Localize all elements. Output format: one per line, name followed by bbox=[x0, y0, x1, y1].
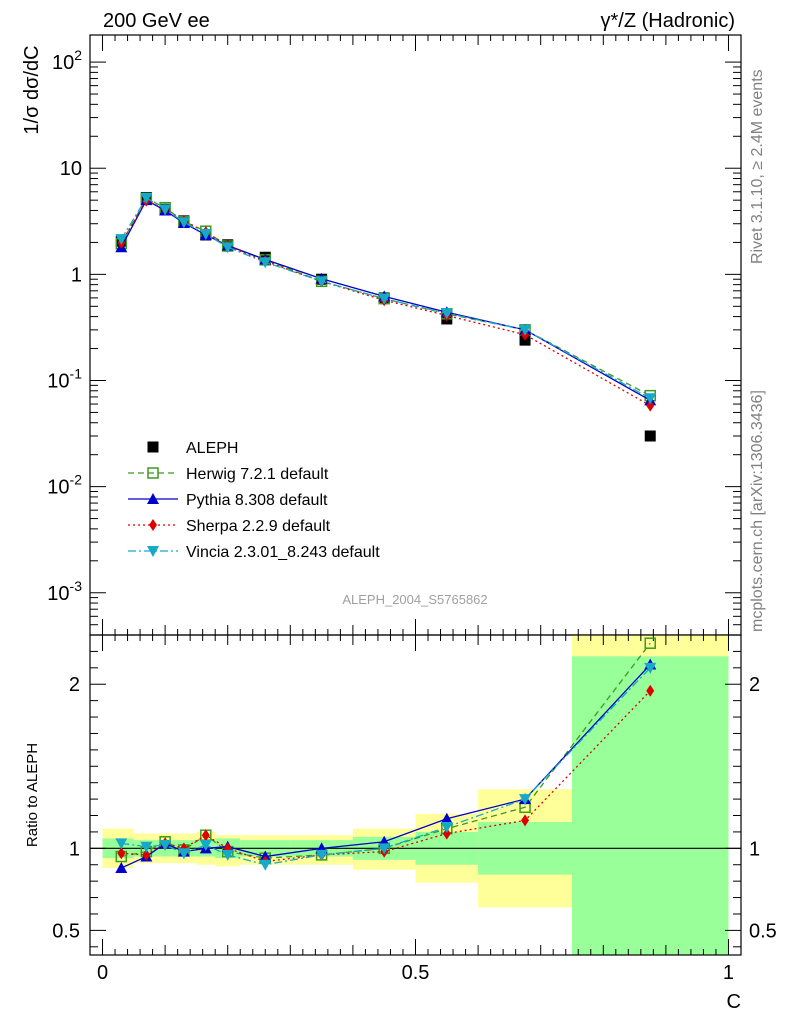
x-axis-label: C bbox=[727, 991, 741, 1013]
main-panel: 10-3 10-2 10-1 1 10 102 1/σ dσ/dC ALEPH_2004_… bbox=[21, 34, 742, 636]
legend-entry-data: ALEPH bbox=[147, 440, 238, 457]
main-point-vincia bbox=[199, 229, 212, 241]
ratio-line-sherpa bbox=[121, 690, 651, 863]
x-tick-label: 0 bbox=[97, 962, 108, 984]
main-point-sherpa bbox=[646, 399, 655, 412]
ratio-point-vincia bbox=[315, 849, 328, 861]
legend-marker bbox=[147, 493, 159, 504]
ratio-y-tick-label-right: 2 bbox=[749, 674, 760, 696]
main-point-vincia bbox=[519, 324, 532, 336]
ratio-point-vincia bbox=[199, 840, 212, 852]
legend-entry-sherpa: Sherpa 2.2.9 default bbox=[128, 518, 331, 535]
ratio-point-sherpa bbox=[646, 684, 655, 697]
legend-entry-pythia: Pythia 8.308 default bbox=[128, 492, 328, 509]
legend-label: Vincia 2.3.01_8.243 default bbox=[186, 544, 380, 561]
main-point-vincia bbox=[140, 192, 153, 204]
ratio-point-vincia bbox=[644, 662, 657, 674]
ratio-point-vincia bbox=[177, 848, 190, 860]
legend-label: Sherpa 2.2.9 default bbox=[186, 518, 331, 535]
main-series-vincia bbox=[115, 192, 657, 405]
legend-entry-herwig: Herwig 7.2.1 default bbox=[128, 466, 329, 483]
main-y-tick-label: 10 bbox=[60, 158, 82, 180]
ratio-point-sherpa bbox=[521, 814, 530, 827]
ratio-point-pythia bbox=[440, 812, 453, 824]
process-label: γ*/Z (Hadronic) bbox=[601, 10, 735, 32]
rivet-label: Rivet 3.1.10, ≥ 2.4M events bbox=[749, 69, 766, 264]
main-point-vincia bbox=[378, 293, 391, 305]
ratio-point-sherpa bbox=[117, 847, 126, 860]
main-point-vincia bbox=[221, 242, 234, 254]
legend-label: ALEPH bbox=[186, 440, 238, 457]
ratio-uncertainty-bands bbox=[102, 635, 729, 955]
ratio-y-axis-label: Ratio to ALEPH bbox=[24, 743, 41, 847]
main-point-vincia bbox=[115, 234, 128, 246]
ratio-point-vincia bbox=[440, 822, 453, 833]
legend-label: Herwig 7.2.1 default bbox=[186, 466, 329, 483]
ratio-point-sherpa bbox=[442, 827, 451, 840]
ratio-y-tick-label-right: 1 bbox=[749, 838, 760, 860]
ratio-point-vincia bbox=[259, 859, 272, 871]
ratio-y-tick-label: 0.5 bbox=[52, 920, 80, 942]
ratio-line-vincia bbox=[121, 667, 651, 866]
ratio-point-vincia bbox=[115, 838, 128, 850]
main-point-vincia bbox=[159, 204, 172, 216]
main-point-vincia bbox=[259, 257, 272, 269]
main-y-tick-label: 102 bbox=[52, 47, 82, 74]
ratio-point-herwig bbox=[644, 637, 656, 649]
legend-marker bbox=[147, 467, 159, 479]
legend: ALEPH Herwig 7.2.1 default Pythia 8.308 de… bbox=[128, 440, 380, 561]
ratio-y-tick-label: 2 bbox=[69, 674, 80, 696]
legend-entry-vincia: Vincia 2.3.01_8.243 default bbox=[128, 544, 380, 561]
main-y-tick-label: 10-2 bbox=[47, 472, 82, 499]
ratio-y-tick-label-right: 0.5 bbox=[749, 920, 777, 942]
main-point-vincia bbox=[440, 308, 453, 320]
main-y-axis-label: 1/σ dσ/dC bbox=[21, 45, 43, 134]
ratio-panel: 0.5 0.5 1 1 2 2 0 0.5 1 Ratio to ALEPH C bbox=[24, 634, 777, 1013]
analysis-tag: ALEPH_2004_S5765862 bbox=[342, 592, 487, 607]
x-tick-label: 0.5 bbox=[402, 962, 430, 984]
main-axis-ticks: 10-3 10-2 10-1 1 10 102 bbox=[47, 35, 741, 636]
ratio-series-vincia bbox=[115, 662, 657, 871]
legend-label: Pythia 8.308 default bbox=[186, 492, 328, 509]
main-point-vincia bbox=[177, 217, 190, 229]
legend-marker bbox=[147, 441, 159, 453]
main-y-tick-label: 10-1 bbox=[47, 365, 82, 392]
main-y-tick-label: 1 bbox=[71, 264, 82, 286]
main-point-data bbox=[644, 430, 656, 442]
legend-marker bbox=[147, 546, 159, 557]
main-y-tick-label: 10-3 bbox=[47, 578, 82, 605]
main-point-vincia bbox=[315, 276, 328, 288]
ratio-point-pythia bbox=[115, 862, 128, 874]
main-point-vincia bbox=[644, 393, 657, 405]
ratio-point-sherpa bbox=[201, 829, 210, 842]
ratio-point-vincia bbox=[378, 843, 391, 855]
ratio-band-inner bbox=[571, 656, 729, 955]
ratio-axis-ticks: 0.5 0.5 1 1 2 2 0 0.5 1 bbox=[52, 634, 777, 984]
ratio-y-tick-label: 1 bbox=[69, 838, 80, 860]
energy-label: 200 GeV ee bbox=[103, 10, 210, 32]
ratio-point-vincia bbox=[221, 849, 234, 861]
source-label: mcplots.cern.ch [arXiv:1306.3436] bbox=[749, 390, 766, 632]
x-tick-label: 1 bbox=[723, 962, 734, 984]
ratio-point-vincia bbox=[159, 840, 172, 852]
ratio-point-vincia bbox=[519, 794, 532, 806]
ratio-point-vincia bbox=[140, 841, 153, 853]
ratio-point-sherpa bbox=[142, 848, 151, 861]
legend-marker bbox=[149, 519, 157, 531]
